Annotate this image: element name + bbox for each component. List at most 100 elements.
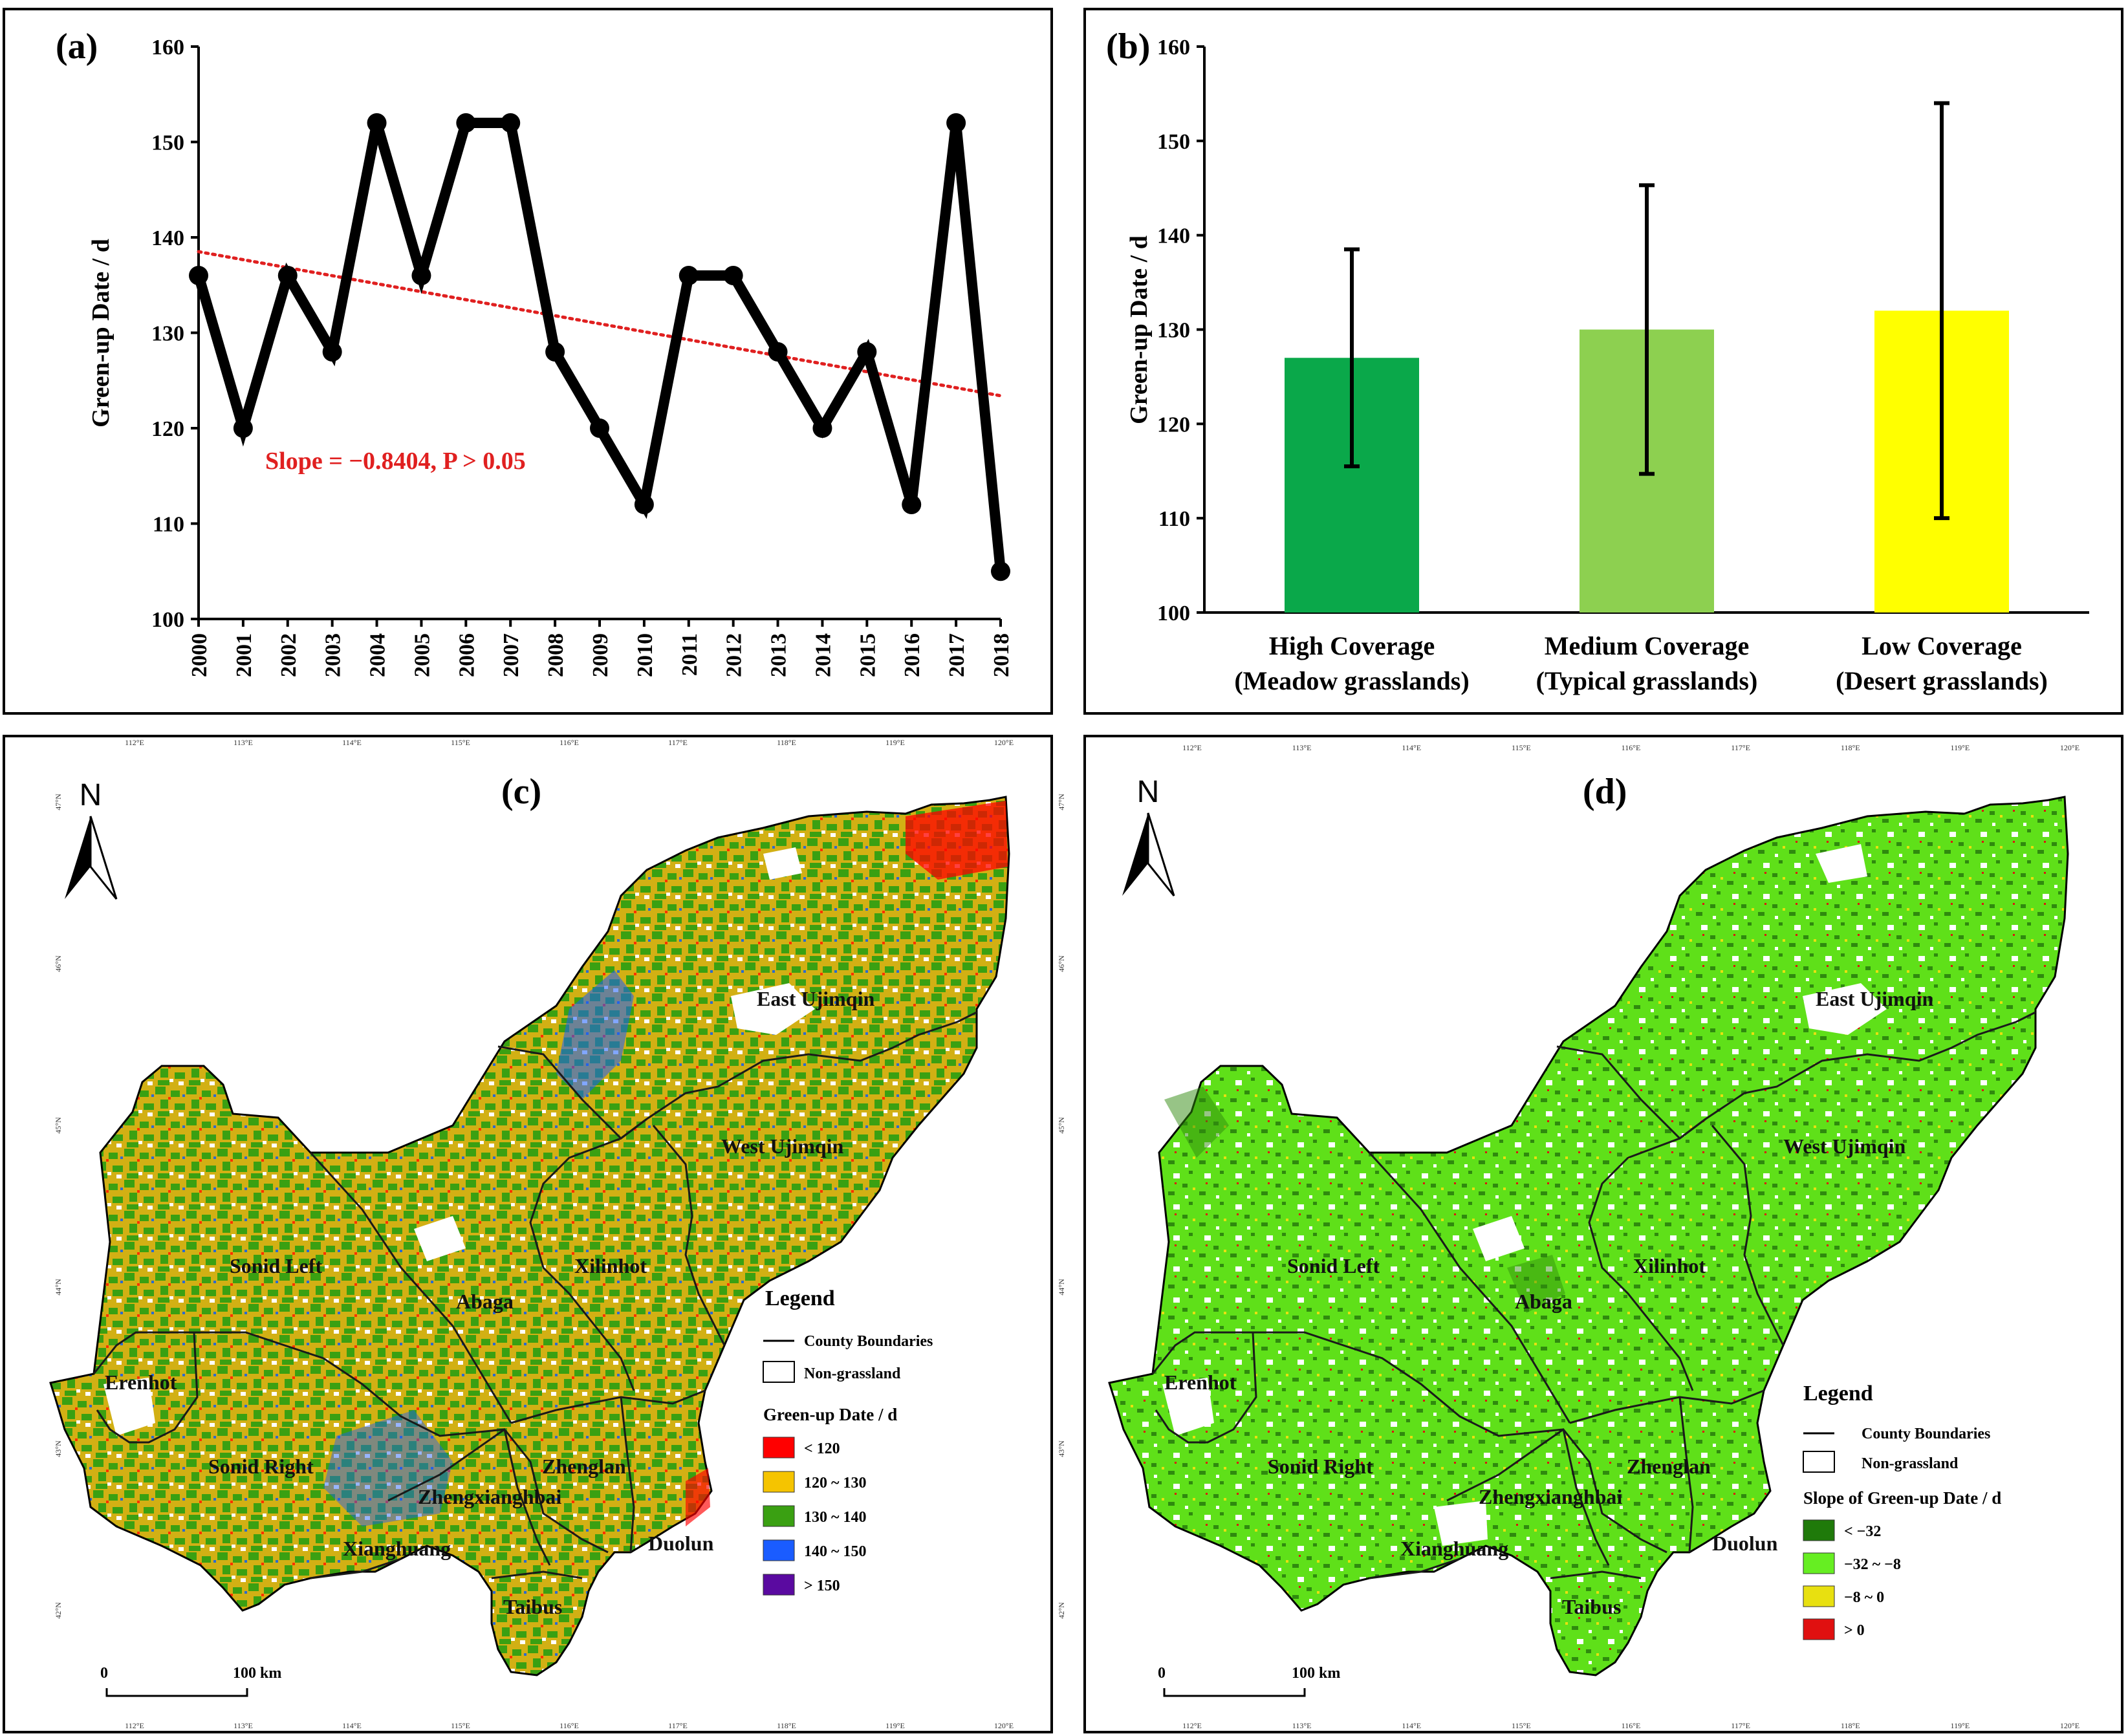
- panel-d-county-west-ujimqin: West Ujimqin: [1783, 1134, 1906, 1158]
- panel-d-county-sonid-left: Sonid Left: [1287, 1254, 1380, 1277]
- panel-c-county-erenhot: Erenhot: [105, 1371, 177, 1394]
- panel-d-county-xilinhot: Xilinhot: [1633, 1254, 1706, 1277]
- legend-swatch: [1803, 1519, 1835, 1541]
- panel-c-latitude-labels: 47°N 46°N 45°N 44°N 43°N 42°N: [54, 794, 63, 1619]
- panel-b-categories: High Coverage (Meadow grasslands) Medium C…: [1234, 631, 2048, 695]
- panel-c-legend: Legend County Boundaries Non-grassland G…: [763, 1286, 933, 1596]
- panel-b-ytick-label: 130: [1157, 319, 1190, 343]
- panel-a-point: [189, 266, 208, 285]
- longitude-label: 113°E: [1292, 1721, 1312, 1730]
- panel-a-x-axis: 2000 2001 2002 2003 2004 2005 2006 2007 2008 2009…: [188, 619, 1014, 677]
- longitude-label: 116°E: [1622, 1721, 1641, 1730]
- panel-a-point: [857, 342, 877, 362]
- panel-c-blue-patch: [556, 970, 634, 1100]
- panel-d-label: (d): [1583, 772, 1627, 812]
- longitude-label: 117°E: [1731, 1721, 1750, 1730]
- panel-d-county-zhenglan: Zhenglan: [1627, 1455, 1711, 1478]
- panel-a-xtick-label: 2006: [455, 633, 479, 677]
- panel-a-frame: [3, 8, 1053, 715]
- panel-b-category-label: High Coverage: [1269, 631, 1435, 660]
- panel-a-xtick-label: 2011: [678, 633, 702, 676]
- nongrass-swatch-icon: [1803, 1451, 1835, 1473]
- panel-a-xtick-label: 2013: [767, 633, 791, 677]
- longitude-label: 112°E: [1182, 743, 1202, 752]
- latitude-label: 42°N: [1057, 1602, 1066, 1619]
- longitude-label: 114°E: [342, 738, 362, 747]
- panel-a-ytick-label: 120: [151, 417, 184, 441]
- panel-b-y-axis-label: Green-up Date / d: [1125, 235, 1153, 424]
- panel-a-xtick-label: 2015: [856, 633, 880, 677]
- panel-a-points: [189, 113, 1010, 581]
- panel-a-point: [812, 418, 832, 438]
- panel-b-y-axis: 100 110 120 130 140 150 160: [1157, 36, 1204, 625]
- panel-d-county-abaga: Abaga: [1515, 1290, 1572, 1313]
- legend-swatch: [763, 1539, 795, 1561]
- panel-a-xtick-label: 2009: [589, 633, 613, 677]
- legend-class-label: > 0: [1844, 1622, 1865, 1639]
- panel-d-nongrass-patch: [1803, 983, 1887, 1035]
- longitude-label: 119°E: [885, 1721, 905, 1730]
- panel-a-y-axis-label: Green-up Date / d: [87, 239, 114, 428]
- panel-b-ytick-label: 150: [1157, 130, 1190, 154]
- panel-c-legend-classes: < 120 120 ~ 130 130 ~ 140 140 ~ 150 > 150: [763, 1437, 866, 1596]
- panel-a-point: [590, 418, 609, 438]
- longitude-label: 120°E: [2060, 1721, 2079, 1730]
- longitude-label: 115°E: [1512, 743, 1531, 752]
- panel-a-ytick-label: 130: [151, 322, 184, 346]
- panel-a-xtick-label: 2004: [366, 633, 390, 677]
- longitude-label: 120°E: [994, 1721, 1014, 1730]
- panel-d-legend-classes: < −32 −32 ~ −8 −8 ~ 0 > 0: [1803, 1519, 1901, 1640]
- panel-a-point: [456, 113, 476, 133]
- panel-c-county-sonid-left: Sonid Left: [230, 1254, 322, 1277]
- legend-swatch: [1803, 1585, 1835, 1607]
- panel-a-xtick-label: 2014: [811, 633, 835, 677]
- panel-a-xtick-label: 2001: [232, 633, 256, 677]
- panel-b-bars: [1285, 101, 2009, 613]
- legend-class-label: > 150: [804, 1578, 840, 1594]
- panel-c-county-sonid-right: Sonid Right: [208, 1455, 314, 1478]
- panel-a-point: [322, 342, 342, 362]
- panel-a-ytick-label: 140: [151, 226, 184, 250]
- panel-b-ytick-label: 100: [1157, 602, 1190, 625]
- north-arrow-icon: [1122, 813, 1148, 896]
- panel-c-county-west-ujimqin: West Ujimqin: [721, 1134, 844, 1158]
- latitude-label: 45°N: [54, 1117, 63, 1134]
- panel-b-label: (b): [1106, 27, 1150, 67]
- longitude-label: 116°E: [559, 738, 579, 747]
- longitude-label: 117°E: [668, 738, 688, 747]
- latitude-label: 44°N: [1057, 1279, 1066, 1296]
- legend-class-label: −32 ~ −8: [1844, 1556, 1901, 1573]
- longitude-label: 114°E: [1402, 1721, 1421, 1730]
- longitude-label: 120°E: [994, 738, 1014, 747]
- legend-swatch: [763, 1471, 795, 1493]
- legend-class-label: −8 ~ 0: [1844, 1589, 1884, 1606]
- panel-c-legend-nongrass: Non-grassland: [804, 1365, 901, 1382]
- panel-d-legend-nongrass: Non-grassland: [1862, 1455, 1959, 1472]
- panel-b-category-sublabel: (Meadow grasslands): [1234, 666, 1469, 695]
- panel-b-category-sublabel: (Typical grasslands): [1536, 666, 1758, 695]
- longitude-label: 119°E: [1951, 1721, 1970, 1730]
- latitude-label: 43°N: [1057, 1440, 1066, 1457]
- legend-swatch: [763, 1574, 795, 1596]
- panel-a-point: [545, 342, 565, 362]
- panel-c-longitude-labels: 112°E 112°E 113°E 113°E 114°E 114°E 115°E 115°E…: [125, 738, 1014, 1730]
- panel-a-point: [233, 418, 253, 438]
- panel-c-county-boundaries: [92, 1011, 977, 1579]
- panel-d-legend: Legend County Boundaries Non-grassland S…: [1803, 1382, 2001, 1640]
- panel-c-county-xianghuang: Xianghuang: [343, 1537, 451, 1560]
- legend-swatch: [1803, 1552, 1835, 1574]
- panel-c-hotspot-se: [686, 1468, 710, 1526]
- panel-c-legend-title: Legend: [765, 1286, 835, 1310]
- longitude-label: 119°E: [1951, 743, 1970, 752]
- panel-c-county-taibus: Taibus: [503, 1595, 562, 1618]
- panel-d-legend-title: Legend: [1803, 1382, 1873, 1405]
- panel-a-xtick-label: 2016: [900, 633, 924, 677]
- latitude-label: 45°N: [1057, 1117, 1066, 1134]
- panel-a-point: [634, 495, 654, 514]
- panel-c-label: (c): [501, 772, 541, 812]
- panel-b-ytick-label: 140: [1157, 224, 1190, 248]
- panel-c-hotspot-ne: [906, 801, 1008, 880]
- longitude-label: 118°E: [1841, 743, 1860, 752]
- panel-c-county-zhengxianghbai: Zhengxianghbai: [418, 1485, 561, 1508]
